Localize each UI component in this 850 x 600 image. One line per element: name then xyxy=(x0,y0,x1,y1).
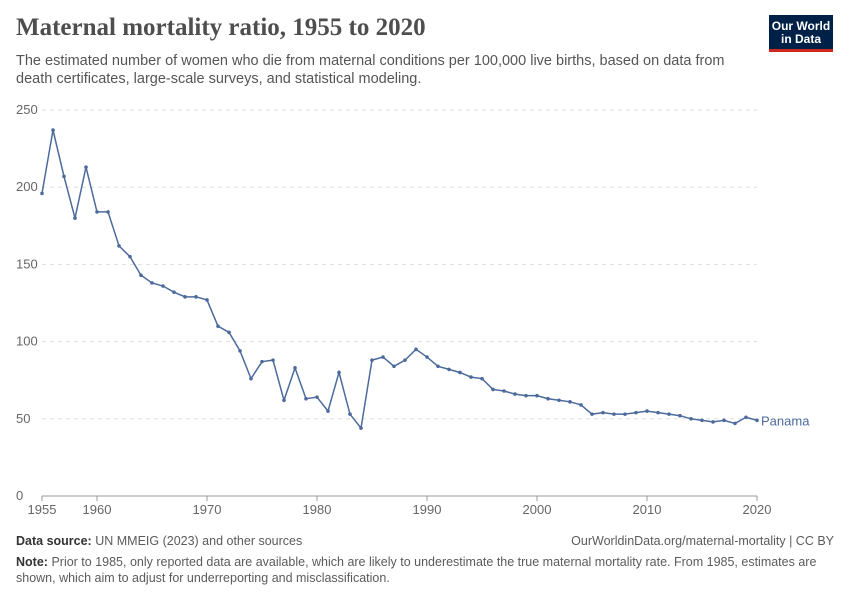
data-point xyxy=(656,410,660,415)
note-label: Note: xyxy=(16,555,48,569)
data-point xyxy=(62,174,66,179)
data-point xyxy=(249,376,253,381)
chart-subtitle: The estimated number of women who die fr… xyxy=(16,53,725,87)
data-point xyxy=(535,393,539,398)
data-point xyxy=(711,420,715,424)
data-point xyxy=(161,284,165,288)
logo-line2: in Data xyxy=(780,32,821,46)
data-point xyxy=(491,387,495,392)
data-point xyxy=(293,366,297,370)
x-tick-label: 2000 xyxy=(523,502,552,517)
x-tick-label: 2020 xyxy=(743,502,772,517)
x-tick-label: 1955 xyxy=(28,502,57,517)
data-point xyxy=(425,355,429,359)
data-point xyxy=(315,395,319,399)
data-point xyxy=(634,410,638,415)
data-point xyxy=(557,398,561,403)
data-point xyxy=(733,421,737,426)
data-point xyxy=(689,417,693,421)
chart-title: Maternal mortality ratio, 1955 to 2020 xyxy=(16,14,426,41)
data-point xyxy=(205,298,209,302)
data-point xyxy=(502,389,506,393)
x-tick-label: 1960 xyxy=(83,502,112,517)
data-point xyxy=(282,398,286,403)
data-point xyxy=(51,128,55,132)
data-point xyxy=(458,370,462,375)
data-point xyxy=(392,364,396,369)
data-point xyxy=(106,210,110,214)
data-point xyxy=(370,358,374,362)
y-tick-label: 150 xyxy=(16,256,38,271)
data-point xyxy=(480,376,484,381)
data-point xyxy=(744,415,748,420)
data-point xyxy=(403,358,407,362)
data-point xyxy=(216,324,220,328)
source-label: Data source: xyxy=(16,534,92,548)
x-tick-label: 2010 xyxy=(633,502,662,517)
data-point xyxy=(678,413,682,418)
data-point xyxy=(381,355,385,359)
logo-line1: Our World xyxy=(771,19,831,33)
data-point xyxy=(700,418,704,423)
data-point xyxy=(271,358,275,362)
data-point xyxy=(447,367,451,372)
source-url[interactable]: OurWorldinData.org/maternal-mortality | … xyxy=(571,534,834,548)
source-text: UN MMEIG (2023) and other sources xyxy=(95,534,303,548)
y-tick-label: 200 xyxy=(16,179,38,194)
y-tick-label: 250 xyxy=(16,102,38,117)
y-tick-label: 50 xyxy=(16,411,30,426)
data-point xyxy=(260,359,264,364)
data-point xyxy=(590,412,594,416)
data-point xyxy=(304,396,308,401)
data-point xyxy=(755,418,759,423)
data-point xyxy=(469,375,473,379)
data-point xyxy=(337,370,341,375)
series-label: Panama xyxy=(761,413,810,428)
data-point xyxy=(150,281,154,285)
data-point xyxy=(546,396,550,401)
x-tick-label: 1970 xyxy=(193,502,222,517)
data-point xyxy=(128,254,132,259)
data-point xyxy=(568,400,572,404)
data-point xyxy=(612,412,616,416)
data-point xyxy=(414,347,418,352)
data-point xyxy=(645,409,649,413)
data-point xyxy=(183,295,187,299)
x-tick-label: 1990 xyxy=(413,502,442,517)
data-source: Data source: UN MMEIG (2023) and other s… xyxy=(16,534,302,548)
y-tick-label: 100 xyxy=(16,334,38,349)
data-point xyxy=(227,330,231,335)
data-point xyxy=(172,290,176,294)
data-point xyxy=(513,392,517,396)
data-point xyxy=(73,216,77,220)
data-point xyxy=(348,412,352,416)
data-point xyxy=(117,244,121,248)
data-point xyxy=(722,418,726,423)
series-line xyxy=(41,129,758,430)
data-point xyxy=(623,412,627,416)
data-point xyxy=(601,410,605,415)
data-point xyxy=(579,403,583,407)
data-point xyxy=(194,295,198,299)
data-point xyxy=(436,364,440,369)
data-point xyxy=(40,191,44,196)
data-point xyxy=(84,165,88,169)
note-text: Prior to 1985, only reported data are av… xyxy=(16,555,817,585)
data-point xyxy=(667,412,671,416)
data-point xyxy=(139,273,143,278)
x-tick-label: 1980 xyxy=(303,502,332,517)
data-point xyxy=(238,349,242,353)
data-point xyxy=(95,210,99,214)
owid-logo[interactable]: Our World in Data xyxy=(769,15,833,52)
y-tick-label: 0 xyxy=(16,488,23,503)
note: Note: Prior to 1985, only reported data … xyxy=(16,554,836,586)
data-point xyxy=(326,409,330,413)
data-point xyxy=(359,426,363,430)
data-point xyxy=(524,393,528,398)
